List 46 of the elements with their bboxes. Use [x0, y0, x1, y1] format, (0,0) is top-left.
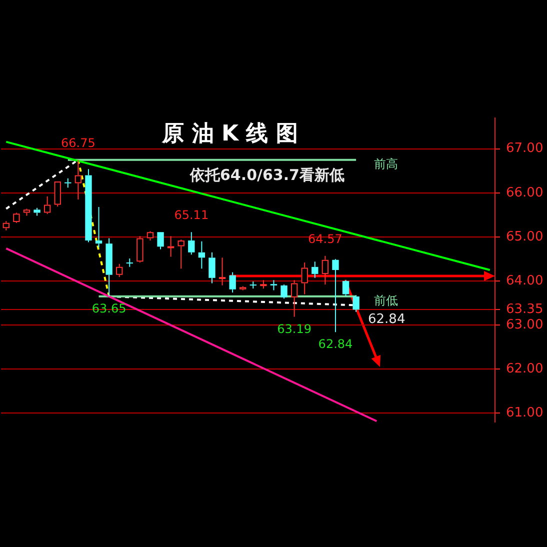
- candlestick: [332, 258, 339, 333]
- annotation: 依托64.0/63.7看新低: [190, 166, 344, 185]
- candlestick: [301, 262, 308, 295]
- annotation: 62.84: [368, 312, 406, 327]
- candlestick: [136, 236, 144, 264]
- candlestick: [312, 261, 318, 278]
- candlestick: [44, 196, 51, 215]
- candlestick: [198, 240, 206, 270]
- candlestick: [157, 232, 164, 250]
- y-tick-label: 61.00: [506, 406, 544, 421]
- y-tick-label: 62.00: [506, 362, 544, 377]
- candlestick: [106, 238, 112, 297]
- series-label: 前低: [374, 294, 398, 308]
- candlestick: [116, 263, 123, 278]
- candlestick: [146, 230, 154, 241]
- text: 65.11: [174, 208, 209, 222]
- candlestick: [34, 207, 40, 216]
- chart-title: 原 油 K 线 图: [161, 122, 298, 147]
- candlestick: [95, 206, 102, 248]
- candlestick: [342, 280, 350, 297]
- y-tick-label: 65.00: [506, 229, 544, 244]
- series-label: 前高: [374, 156, 398, 171]
- candlestick: [208, 252, 216, 284]
- candlestick: [64, 178, 72, 188]
- candlestick: [85, 168, 92, 243]
- candlestick: [126, 258, 133, 268]
- candlestick: [290, 280, 298, 318]
- y-tick-label: 67.00: [506, 141, 544, 156]
- candlestick: [250, 280, 256, 290]
- y-tick-label: 63.35: [506, 302, 544, 318]
- candlestick: [2, 220, 10, 231]
- y-tick-label: 63.00: [506, 317, 544, 332]
- candlestick: [188, 232, 195, 256]
- candlestick: [229, 272, 236, 293]
- candlestick: [13, 212, 20, 224]
- text: 62.84: [318, 337, 353, 352]
- candlestick: [23, 208, 30, 216]
- y-tick-label: 66.00: [506, 185, 544, 200]
- text: 66.75: [61, 136, 96, 150]
- candlestick: [178, 239, 184, 270]
- candlestick: [74, 159, 82, 200]
- text: 63.19: [277, 322, 312, 336]
- candlestick: [352, 294, 360, 312]
- candlestick: [270, 280, 278, 291]
- y-tick-label: 64.00: [506, 273, 544, 288]
- candlestick: [322, 255, 329, 286]
